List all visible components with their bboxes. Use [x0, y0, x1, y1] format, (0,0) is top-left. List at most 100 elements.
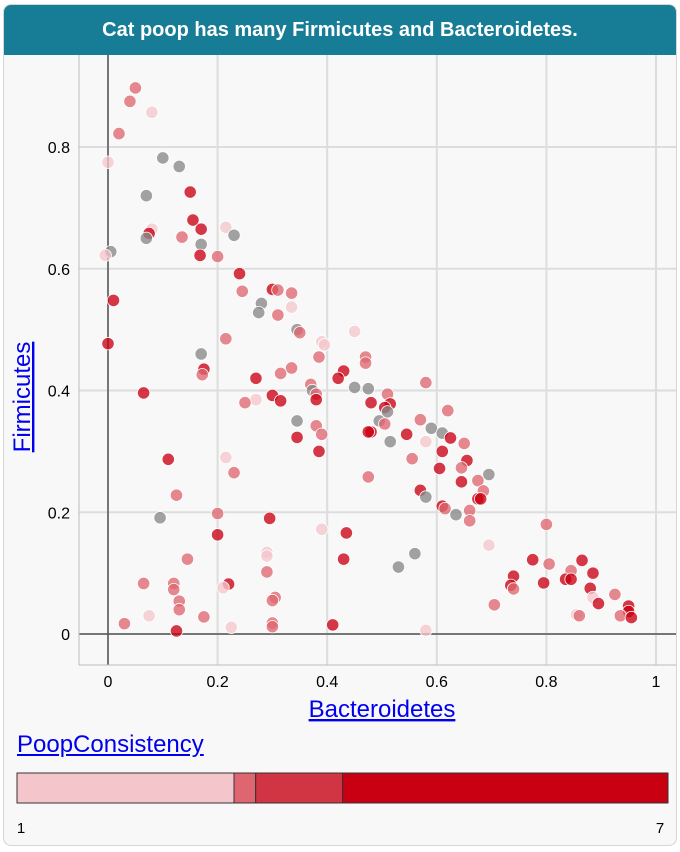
legend-title[interactable]: PoopConsistency	[17, 731, 204, 758]
data-point	[471, 473, 485, 488]
data-point	[312, 350, 326, 364]
data-point	[432, 461, 447, 476]
data-point	[315, 522, 329, 536]
data-point	[123, 94, 137, 108]
data-point	[454, 475, 469, 489]
data-point	[378, 417, 392, 431]
data-point	[195, 368, 209, 382]
data-point	[408, 547, 422, 561]
data-point	[391, 560, 406, 574]
data-point	[194, 347, 208, 361]
data-point	[449, 508, 463, 522]
data-point	[331, 371, 345, 385]
data-point	[526, 553, 540, 567]
data-point	[180, 552, 195, 566]
x-axis-label[interactable]: Bacteroidetes	[309, 696, 456, 723]
data-point	[219, 332, 233, 346]
data-point	[211, 528, 225, 542]
data-point	[156, 151, 170, 165]
data-point	[487, 598, 501, 612]
data-point	[419, 623, 433, 637]
y-tick-label: 0.2	[48, 505, 70, 522]
data-point	[137, 576, 151, 591]
data-point	[139, 231, 153, 245]
data-point	[249, 393, 263, 407]
data-point	[293, 326, 307, 340]
data-point	[309, 393, 323, 407]
data-point	[263, 511, 277, 525]
data-point	[290, 430, 304, 444]
data-point	[284, 300, 299, 314]
data-point	[435, 444, 449, 458]
data-point	[260, 549, 274, 563]
data-point	[591, 596, 606, 611]
data-point	[326, 618, 340, 632]
data-point	[419, 490, 433, 504]
y-tick-label: 0.8	[48, 140, 70, 157]
data-point	[274, 394, 288, 408]
data-point	[315, 427, 329, 441]
data-point	[227, 228, 241, 242]
data-point	[183, 185, 197, 199]
legend-swatch	[255, 772, 343, 804]
data-point	[539, 517, 554, 532]
x-tick-label: 0.2	[206, 674, 228, 691]
x-tick-label: 0.4	[316, 674, 338, 691]
data-point	[400, 427, 414, 441]
data-point	[271, 283, 285, 297]
data-point	[175, 230, 189, 244]
data-point	[172, 603, 186, 617]
y-tick-label: 0.4	[48, 384, 70, 401]
data-point	[167, 582, 181, 597]
data-point	[238, 396, 252, 410]
data-point	[169, 488, 184, 502]
data-point	[186, 213, 200, 227]
scatter-plot: 0 0.2 0.4 0.6 0.8 1 0 0.2 0.4 0.6 0.8 Bacteroidetes…	[9, 55, 676, 723]
data-point	[405, 452, 419, 466]
x-tick-label: 1	[652, 674, 661, 691]
legend-swatch	[233, 772, 257, 804]
data-point	[172, 159, 186, 174]
data-point	[284, 286, 299, 300]
data-point	[347, 324, 362, 339]
y-tick-label: 0.6	[48, 262, 70, 279]
data-point	[474, 492, 488, 506]
data-point	[249, 371, 263, 385]
data-point	[216, 581, 230, 595]
data-point	[145, 105, 159, 119]
data-point	[572, 609, 586, 623]
data-point	[361, 470, 375, 484]
data-point	[383, 435, 397, 449]
data-point	[142, 609, 156, 623]
data-point	[438, 501, 452, 516]
data-point	[106, 293, 121, 308]
data-point	[312, 444, 326, 458]
data-point	[506, 582, 521, 596]
legend-max-label: 7	[656, 820, 664, 835]
data-point	[271, 308, 285, 322]
data-point	[219, 220, 233, 234]
data-point	[139, 189, 153, 203]
data-point	[457, 436, 471, 451]
data-point	[101, 155, 115, 169]
chart-card: Cat poop has many Firmicutes and Bactero…	[3, 4, 677, 846]
data-point	[441, 403, 455, 418]
data-point	[197, 610, 211, 624]
y-axis-label[interactable]: Firmicutes	[9, 342, 36, 453]
data-point	[265, 593, 279, 608]
data-point	[224, 620, 238, 634]
data-point	[227, 466, 241, 480]
data-point	[482, 467, 496, 482]
data-point	[419, 435, 433, 449]
data-point	[194, 237, 208, 251]
data-point	[339, 526, 353, 540]
data-point	[613, 609, 627, 623]
data-point	[413, 413, 427, 427]
data-point	[252, 305, 266, 320]
data-point	[219, 450, 233, 465]
data-point	[443, 431, 458, 445]
data-point	[235, 284, 249, 298]
data-point	[260, 565, 274, 579]
data-point	[575, 553, 589, 567]
